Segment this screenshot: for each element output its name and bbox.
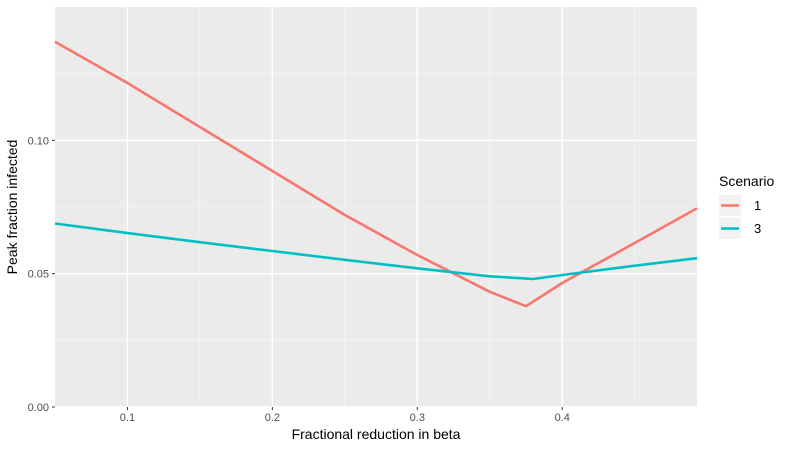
y-tick-label: 0.05 [28, 269, 49, 281]
x-tick-label: 0.4 [555, 412, 570, 424]
x-tick-label: 0.3 [410, 412, 425, 424]
y-tick-label: 0.00 [28, 402, 49, 414]
legend-title: Scenario [719, 173, 774, 189]
series-line-1 [54, 40, 698, 308]
x-tick-label: 0.1 [120, 412, 135, 424]
major-grid-x [126, 7, 563, 407]
x-tick-label: 0.2 [265, 412, 280, 424]
x-axis-ticks: 0.1 0.2 0.3 0.4 [120, 407, 570, 424]
legend-label-1: 1 [754, 198, 761, 213]
y-tick-label: 0.10 [28, 135, 49, 147]
minor-grid-y [55, 73, 697, 341]
legend-items: 13 [719, 195, 761, 239]
y-axis-title: Peak fraction infected [4, 140, 20, 275]
series-lines [54, 40, 698, 308]
series-line-3 [54, 222, 698, 281]
legend-label-3: 3 [754, 221, 761, 236]
major-grid-y [55, 139, 697, 408]
legend: Scenario 13 [719, 173, 774, 239]
x-axis-title: Fractional reduction in beta [292, 426, 461, 442]
y-axis-ticks: 0.00 0.05 0.10 [28, 135, 55, 414]
